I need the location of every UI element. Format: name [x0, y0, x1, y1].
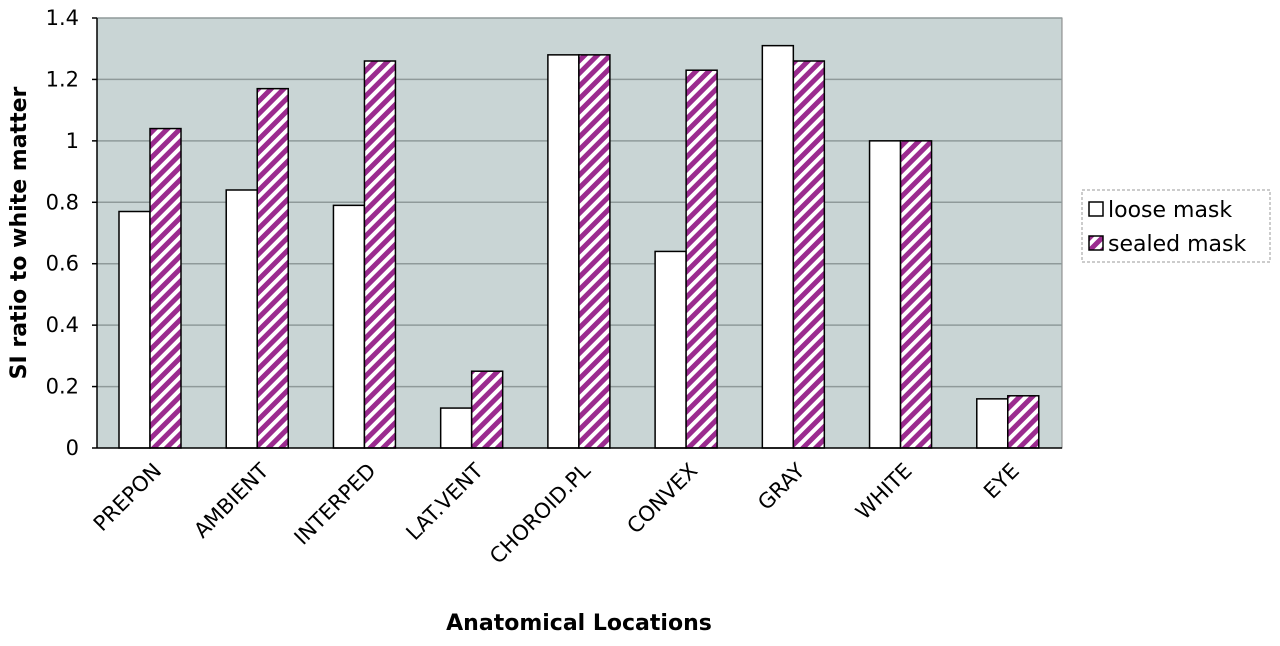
bar-loose-mask-prepon — [118, 210, 151, 449]
bar-loose-mask-convex — [654, 250, 687, 449]
legend: loose mask sealed mask — [1081, 189, 1271, 263]
x-tick-label: LAT.VENT — [401, 458, 487, 544]
x-tick-label: EYE — [979, 459, 1024, 504]
legend-swatch-loose-mask — [1088, 201, 1104, 217]
y-tick-label: 1.4 — [46, 6, 79, 30]
x-tick-label: GRAY — [753, 458, 809, 514]
legend-swatch-sealed-mask — [1088, 235, 1104, 251]
y-tick-label: 1 — [66, 129, 79, 153]
y-tick-label: 0.4 — [46, 313, 79, 337]
x-tick-label: INTERPED — [290, 459, 381, 550]
bar-loose-mask-white — [868, 140, 902, 449]
bar-loose-mask-choroid-pl — [547, 54, 580, 449]
x-tick-label: AMBIENT — [189, 458, 273, 542]
bar-loose-mask-eye — [976, 398, 1009, 449]
bar-loose-mask-interped — [332, 204, 366, 449]
bar-sealed-mask-eye — [1007, 395, 1040, 449]
bar-sealed-mask-gray — [792, 60, 826, 449]
y-tick-label: 0.8 — [46, 190, 79, 214]
x-tick-label: CONVEX — [622, 459, 702, 539]
bar-loose-mask-lat-vent — [439, 407, 473, 449]
legend-box — [1081, 189, 1271, 263]
bar-sealed-mask-choroid-pl — [578, 54, 611, 449]
legend-label-loose-mask: loose mask — [1108, 198, 1232, 223]
legend-label-sealed-mask: sealed mask — [1108, 232, 1246, 257]
bar-sealed-mask-prepon — [149, 127, 182, 449]
x-tick-label: PREPON — [89, 459, 166, 536]
bar-sealed-mask-lat-vent — [470, 370, 504, 449]
y-tick-label: 0 — [66, 436, 79, 460]
bar-loose-mask-gray — [761, 44, 795, 449]
bar-sealed-mask-ambient — [256, 87, 289, 449]
y-tick-label: 0.6 — [46, 252, 79, 276]
x-axis-title: Anatomical Locations — [446, 611, 712, 636]
y-axis-title: SI ratio to white matter — [7, 86, 32, 379]
x-tick-label: CHOROID.PL — [485, 458, 595, 568]
y-tick-label: 0.2 — [46, 375, 79, 399]
bar-loose-mask-ambient — [225, 189, 258, 449]
y-tick-label: 1.2 — [46, 67, 79, 91]
bar-sealed-mask-interped — [363, 60, 397, 449]
x-tick-label: WHITE — [851, 459, 917, 525]
bar-sealed-mask-convex — [685, 69, 718, 449]
bars — [118, 44, 1040, 449]
y-tick-labels: 0 0.2 0.4 0.6 0.8 1 1.2 1.4 — [46, 6, 97, 460]
bar-sealed-mask-white — [899, 140, 933, 449]
